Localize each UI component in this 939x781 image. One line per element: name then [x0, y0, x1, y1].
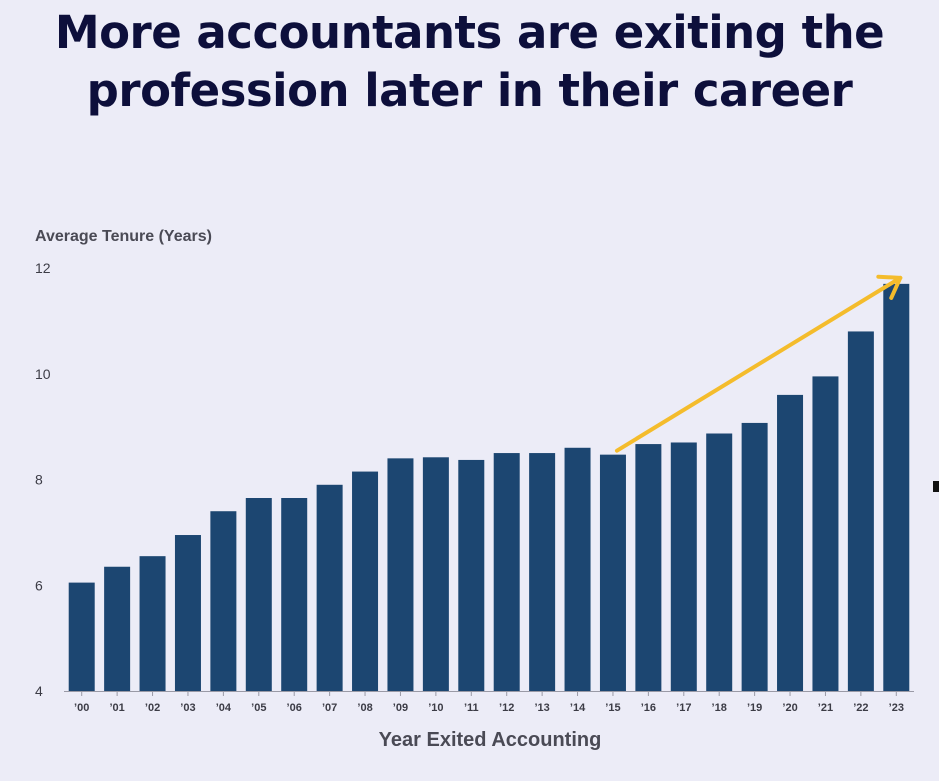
bar [210, 511, 237, 691]
bar [741, 422, 768, 691]
x-tick-label: ’12 [499, 702, 514, 714]
bar [670, 442, 697, 691]
x-tick-label: ’01 [109, 702, 124, 714]
x-tick-label: ’13 [534, 702, 549, 714]
y-tick-label: 8 [35, 472, 43, 488]
bar [245, 498, 272, 691]
bar [493, 453, 520, 691]
x-tick-label: ’07 [322, 702, 337, 714]
bars [68, 283, 910, 691]
bar [812, 376, 839, 691]
x-tick-label: ’06 [287, 702, 302, 714]
bar [68, 582, 95, 691]
x-tick-label: ’19 [747, 702, 762, 714]
chart-title-line-1: More accountants are exiting the [54, 6, 885, 59]
x-tick-label: ’14 [570, 702, 586, 714]
bar [529, 453, 556, 691]
y-axis-ticks: 4 6 8 10 12 [35, 260, 51, 699]
x-tick-label: ’21 [818, 702, 833, 714]
x-tick-label: ’20 [782, 702, 797, 714]
bar [847, 331, 874, 691]
y-tick-label: 12 [35, 260, 51, 276]
bar [104, 566, 131, 691]
chart-title: More accountants are exiting the profess… [0, 4, 939, 120]
bar [387, 458, 414, 691]
x-tick-label: ’09 [393, 702, 408, 714]
bar [777, 394, 804, 691]
x-tick-label: ’00 [74, 702, 89, 714]
chart-title-line-2: profession later in their career [86, 64, 853, 117]
x-tick-label: ’02 [145, 702, 160, 714]
trend-arrow-head [876, 274, 903, 300]
x-tick-label: ’15 [605, 702, 620, 714]
x-tick-label: ’11 [464, 702, 479, 714]
x-tick-label: ’03 [180, 702, 195, 714]
y-tick-label: 6 [35, 577, 43, 593]
x-tick-label: ’22 [853, 702, 868, 714]
x-axis-title: Year Exited Accounting [379, 729, 602, 751]
x-tick-label: ’10 [428, 702, 443, 714]
bar [706, 433, 733, 691]
bar [352, 471, 379, 691]
bar [635, 444, 662, 691]
trend-arrow-line [614, 275, 903, 453]
bar [599, 454, 626, 691]
x-axis-ticks: ’00 ’01 ’02 ’03 ’04 ’05 ’06 ’07 ’08 ’09 ’10 ’11 ’12 ’… [74, 691, 904, 714]
bar [458, 459, 485, 691]
y-tick-label: 4 [35, 683, 43, 699]
edge-mark [933, 481, 939, 492]
bar [281, 498, 308, 691]
x-tick-label: ’16 [641, 702, 656, 714]
y-axis-title: Average Tenure (Years) [35, 228, 212, 245]
bar [139, 556, 166, 691]
x-tick-label: ’23 [889, 702, 904, 714]
x-tick-label: ’05 [251, 702, 266, 714]
x-tick-label: ’08 [357, 702, 372, 714]
bar [422, 457, 449, 691]
y-tick-label: 10 [35, 366, 51, 382]
x-tick-label: ’18 [712, 702, 727, 714]
x-tick-label: ’17 [676, 702, 691, 714]
bar [174, 535, 201, 691]
trend-arrow [614, 274, 903, 453]
x-tick-label: ’04 [216, 702, 232, 714]
bar [316, 484, 343, 691]
bar [564, 447, 591, 691]
bar [883, 283, 910, 691]
